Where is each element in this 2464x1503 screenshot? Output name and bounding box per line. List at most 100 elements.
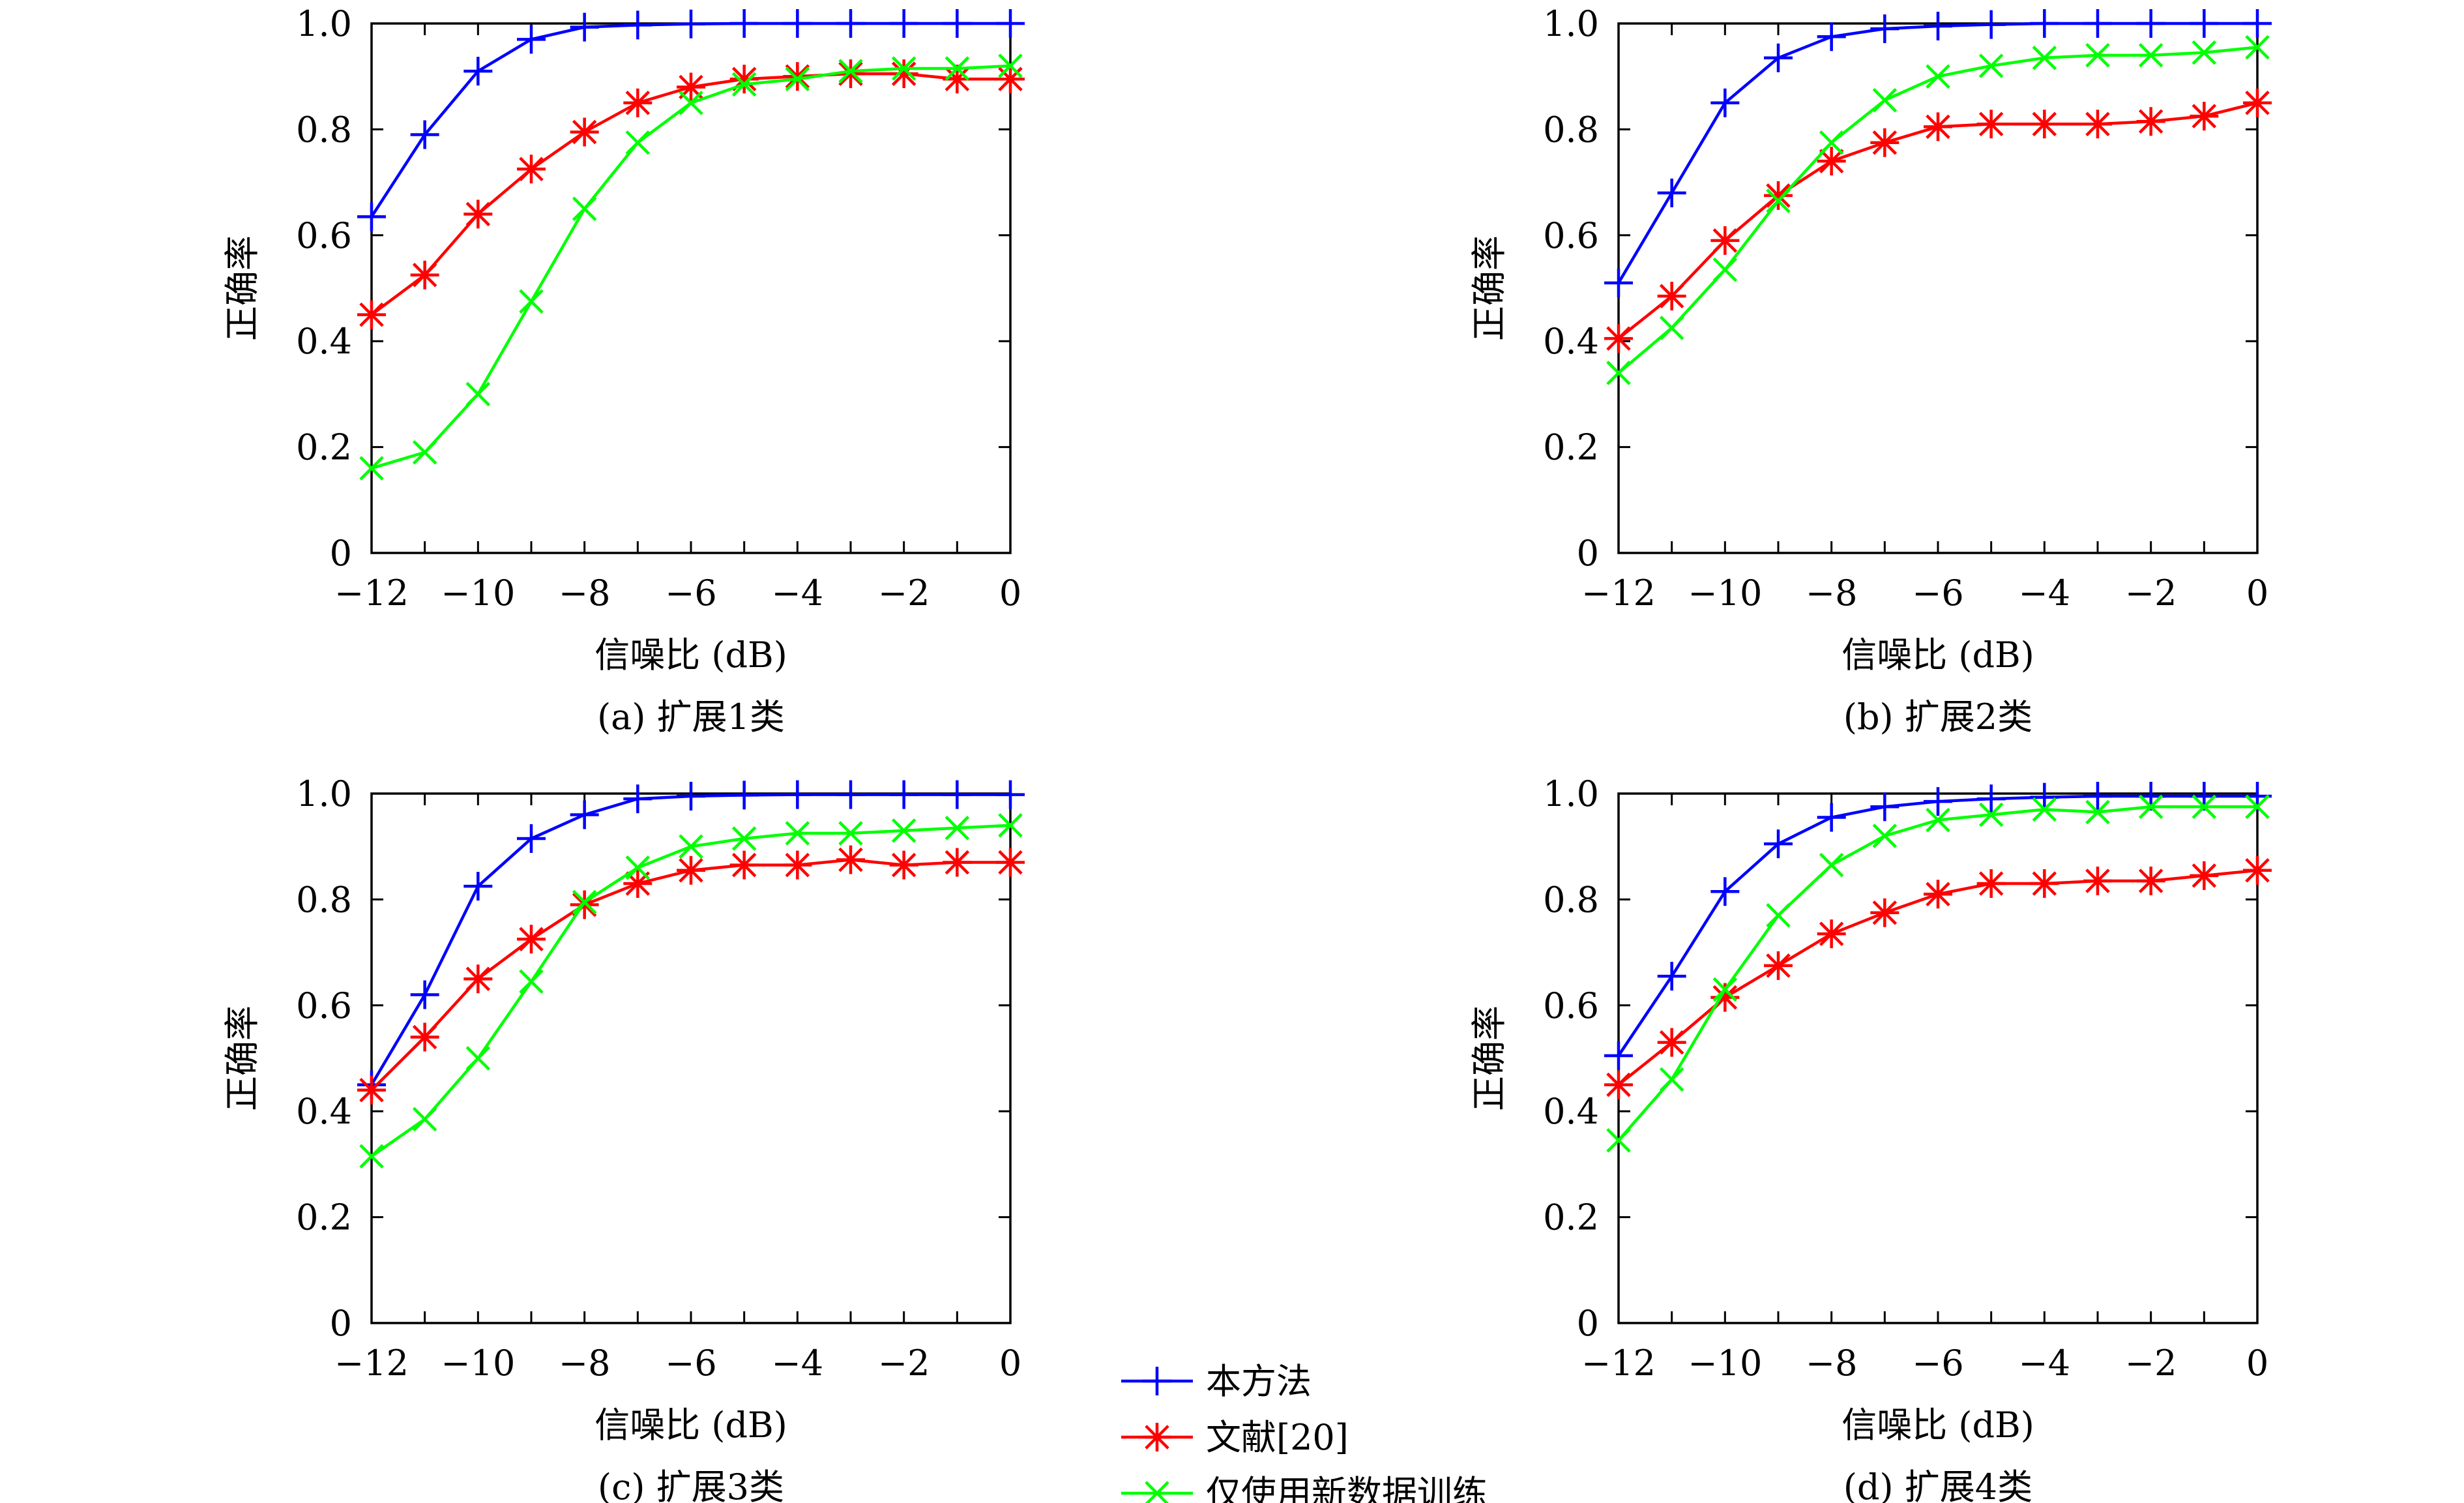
data-point-stroke bbox=[2245, 794, 2270, 820]
y-tick-label: 1.0 bbox=[296, 773, 352, 814]
data-point-stroke bbox=[1819, 921, 1844, 946]
x-tick-label: −4 bbox=[2019, 1343, 2071, 1384]
series-line-3 bbox=[1617, 805, 2257, 1142]
data-point bbox=[410, 120, 439, 149]
data-point-stroke bbox=[2085, 799, 2110, 825]
data-point bbox=[1766, 188, 1791, 213]
x-tick-label: −8 bbox=[1806, 1343, 1858, 1384]
data-point bbox=[519, 289, 544, 314]
data-point bbox=[2243, 88, 2272, 117]
data-point-stroke bbox=[838, 847, 863, 872]
y-axis-label: 正确率 bbox=[1469, 1005, 1510, 1111]
data-point bbox=[1657, 178, 1686, 207]
data-point bbox=[1710, 226, 1740, 255]
data-point bbox=[572, 196, 597, 221]
x-axis-label: 信噪比 (dB) bbox=[1841, 634, 2034, 676]
data-point-stroke bbox=[1872, 900, 1898, 925]
data-point bbox=[2032, 46, 2057, 70]
data-point-stroke bbox=[945, 56, 970, 81]
data-point bbox=[625, 855, 651, 880]
legend-marker bbox=[1143, 1423, 1171, 1451]
data-point bbox=[2030, 782, 2059, 812]
data-point-stroke bbox=[2032, 46, 2057, 70]
data-point bbox=[1817, 919, 1846, 949]
data-point bbox=[1924, 112, 1952, 141]
x-tick-label: −8 bbox=[1806, 573, 1858, 614]
data-point bbox=[570, 12, 599, 42]
y-tick-label: 0 bbox=[1577, 533, 1599, 574]
data-point bbox=[2136, 9, 2165, 38]
data-point-stroke bbox=[998, 53, 1023, 78]
data-point bbox=[783, 9, 812, 38]
data-point-stroke bbox=[891, 56, 917, 81]
data-point bbox=[412, 439, 437, 465]
data-point-stroke bbox=[2138, 869, 2163, 893]
data-point bbox=[463, 200, 493, 229]
x-tick-label: 0 bbox=[2246, 1343, 2268, 1384]
data-point-stroke bbox=[625, 91, 651, 115]
data-point-stroke bbox=[1978, 871, 2004, 896]
data-point bbox=[1819, 130, 1844, 155]
y-tick-label: 0.4 bbox=[296, 1091, 352, 1132]
data-point-stroke bbox=[2138, 794, 2163, 820]
data-point bbox=[1710, 88, 1740, 117]
data-point-stroke bbox=[2138, 109, 2163, 134]
panel-caption: (c) 扩展3类 bbox=[598, 1466, 784, 1503]
data-point-stroke bbox=[679, 834, 703, 859]
x-tick-label: −12 bbox=[334, 573, 409, 614]
x-axis-label: 信噪比 (dB) bbox=[594, 1405, 787, 1446]
series-line-1 bbox=[370, 22, 1010, 218]
x-tick-label: 0 bbox=[2246, 573, 2268, 614]
data-point bbox=[463, 872, 493, 901]
data-point bbox=[785, 67, 810, 92]
data-point bbox=[677, 72, 705, 102]
y-tick-label: 0.4 bbox=[1543, 1091, 1599, 1132]
chart-panel-4: 0 0.2 0.4 0.6 0.8 1.0 −12 −10 −8 −6 −4 −2 0 信噪比 (dB) 正… bbox=[1469, 773, 2272, 1503]
data-point-stroke bbox=[785, 821, 810, 846]
data-point-stroke bbox=[1872, 824, 1898, 848]
data-point bbox=[998, 53, 1023, 78]
series-line-2 bbox=[370, 858, 1010, 1092]
x-tick-label: −12 bbox=[1581, 573, 1656, 614]
data-point bbox=[836, 845, 865, 874]
data-point bbox=[2192, 794, 2217, 820]
data-point bbox=[2030, 869, 2059, 899]
data-point bbox=[1712, 257, 1738, 282]
y-axis-label: 正确率 bbox=[1469, 235, 1510, 341]
data-point-stroke bbox=[1926, 882, 1950, 907]
y-axis-label: 正确率 bbox=[222, 1005, 263, 1111]
data-point bbox=[2190, 9, 2219, 38]
series-line-2 bbox=[370, 72, 1010, 316]
data-point-stroke bbox=[998, 850, 1023, 875]
data-point bbox=[996, 848, 1025, 877]
data-point-stroke bbox=[1712, 977, 1738, 1002]
y-tick-label: 1.0 bbox=[1543, 773, 1599, 814]
data-point bbox=[1604, 324, 1633, 353]
data-point bbox=[838, 59, 863, 83]
data-point bbox=[1606, 361, 1631, 385]
data-point bbox=[623, 88, 653, 117]
y-tick-label: 0.6 bbox=[1543, 215, 1599, 256]
data-point-stroke bbox=[945, 816, 970, 841]
data-point bbox=[2136, 866, 2165, 895]
data-point-stroke bbox=[891, 852, 917, 878]
y-tick-label: 0.8 bbox=[296, 109, 352, 150]
y-tick-label: 0.2 bbox=[1543, 427, 1599, 468]
data-point bbox=[838, 821, 863, 846]
data-point-stroke bbox=[2138, 42, 2163, 68]
data-point bbox=[2083, 110, 2112, 139]
data-point bbox=[463, 964, 493, 994]
data-point bbox=[729, 850, 759, 880]
data-point bbox=[998, 812, 1023, 838]
data-point-stroke bbox=[465, 381, 491, 407]
data-point bbox=[2190, 102, 2219, 131]
data-point bbox=[783, 850, 812, 880]
data-point-stroke bbox=[2192, 794, 2217, 820]
data-point bbox=[1870, 792, 1899, 822]
data-point bbox=[2138, 42, 2163, 68]
data-point-stroke bbox=[2032, 112, 2057, 137]
data-point bbox=[1606, 1128, 1631, 1153]
data-point-stroke bbox=[731, 72, 757, 97]
data-point bbox=[412, 1107, 437, 1132]
x-tick-label: −2 bbox=[2125, 573, 2177, 614]
